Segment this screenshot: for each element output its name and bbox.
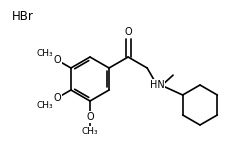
Text: CH₃: CH₃ xyxy=(82,127,98,135)
Text: CH₃: CH₃ xyxy=(37,49,53,57)
Text: O: O xyxy=(124,27,132,37)
Text: O: O xyxy=(53,93,61,103)
Text: CH₃: CH₃ xyxy=(37,100,53,109)
Text: HBr: HBr xyxy=(12,11,34,24)
Text: O: O xyxy=(53,55,61,65)
Text: HN: HN xyxy=(150,80,164,90)
Text: O: O xyxy=(86,112,94,122)
